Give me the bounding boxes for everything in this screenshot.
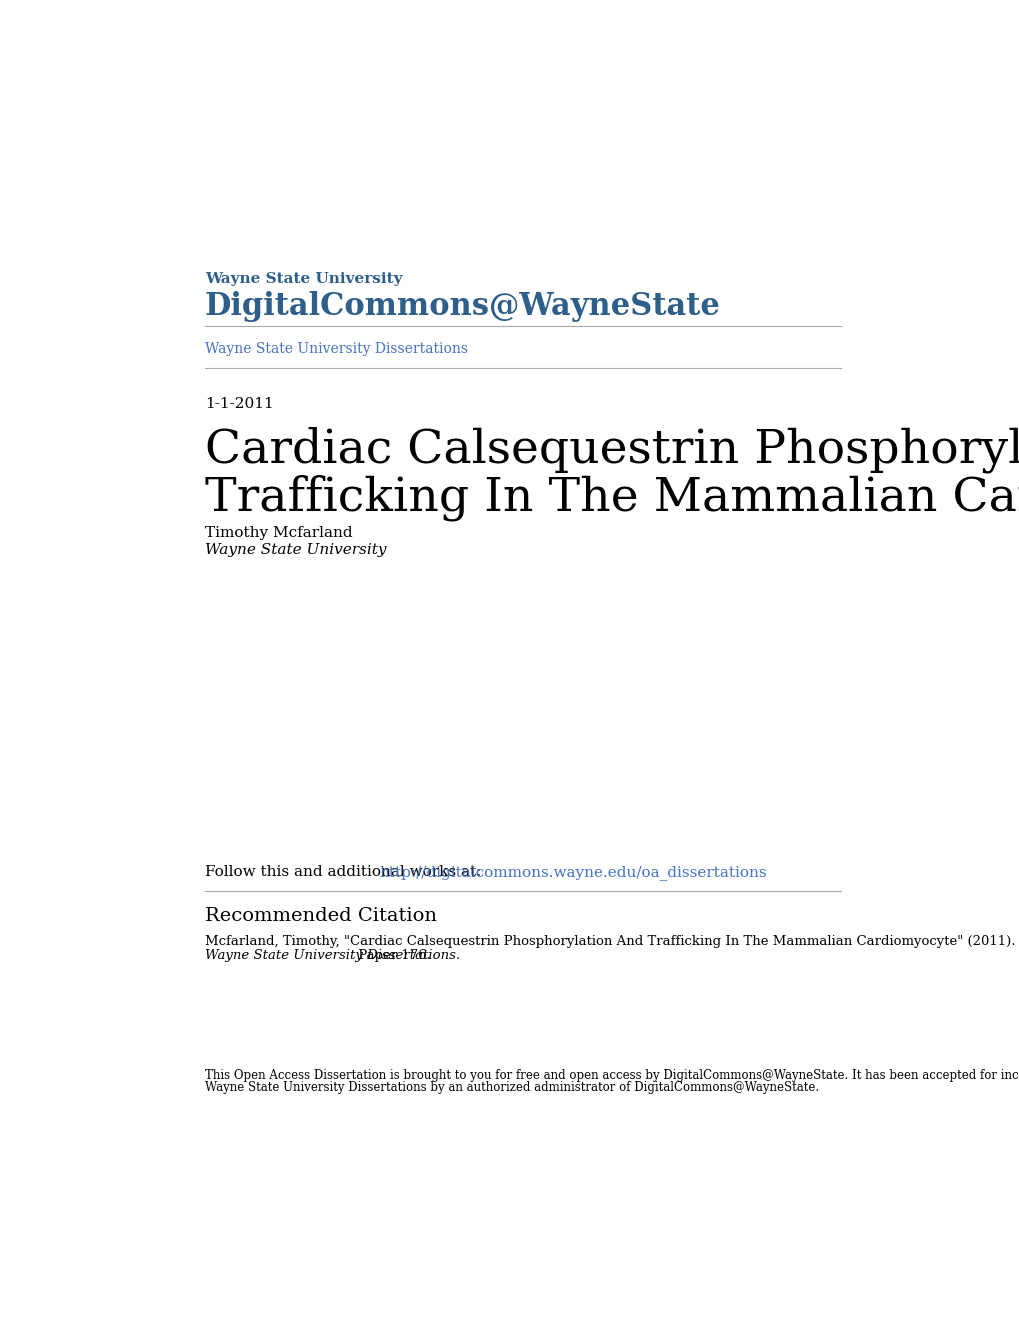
Text: Mcfarland, Timothy, "Cardiac Calsequestrin Phosphorylation And Trafficking In Th: Mcfarland, Timothy, "Cardiac Calsequestr… [205, 935, 1019, 948]
Text: Cardiac Calsequestrin Phosphorylation And: Cardiac Calsequestrin Phosphorylation An… [205, 426, 1019, 473]
Text: Timothy Mcfarland: Timothy Mcfarland [205, 527, 353, 540]
Text: Recommended Citation: Recommended Citation [205, 907, 436, 925]
Text: Paper 176.: Paper 176. [354, 949, 431, 962]
Text: Wayne State University Dissertations by an authorized administrator of DigitalCo: Wayne State University Dissertations by … [205, 1081, 818, 1094]
Text: Wayne State University Dissertations.: Wayne State University Dissertations. [205, 949, 460, 962]
Text: 1-1-2011: 1-1-2011 [205, 397, 273, 411]
Text: Wayne State University Dissertations: Wayne State University Dissertations [205, 342, 468, 355]
Text: Wayne State University: Wayne State University [205, 272, 403, 286]
Text: Trafficking In The Mammalian Cardiomyocyte: Trafficking In The Mammalian Cardiomyocy… [205, 474, 1019, 520]
Text: This Open Access Dissertation is brought to you for free and open access by Digi: This Open Access Dissertation is brought… [205, 1069, 1019, 1081]
Text: DigitalCommons@WayneState: DigitalCommons@WayneState [205, 290, 720, 322]
Text: http://digitalcommons.wayne.edu/oa_dissertations: http://digitalcommons.wayne.edu/oa_disse… [379, 866, 766, 880]
Text: Wayne State University: Wayne State University [205, 544, 386, 557]
Text: Follow this and additional works at:: Follow this and additional works at: [205, 866, 486, 879]
